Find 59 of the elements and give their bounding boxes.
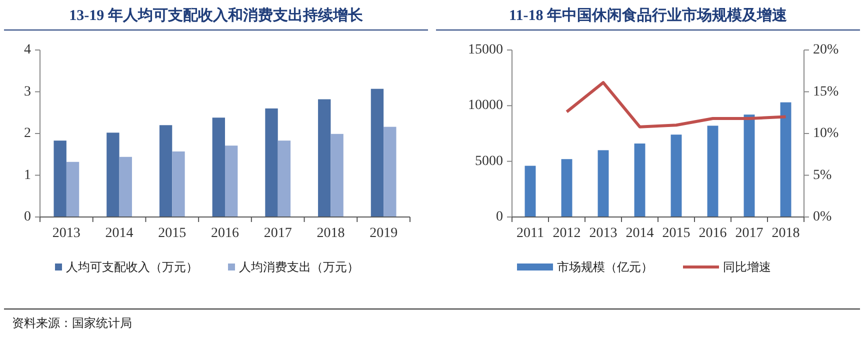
bar	[265, 108, 278, 217]
bar	[172, 151, 185, 217]
x-tick-label: 2012	[552, 226, 581, 241]
x-tick-label: 2013	[589, 226, 618, 241]
y-tick-label: 1	[24, 168, 31, 183]
bar	[330, 134, 344, 217]
x-tick-label: 2018	[772, 226, 800, 241]
x-tick-label: 2016	[211, 226, 239, 241]
y2-tick-label: 5%	[813, 168, 832, 183]
bar	[106, 132, 120, 217]
x-tick-label: 2017	[735, 226, 764, 241]
line-series	[565, 81, 788, 128]
y-tick-label: 15000	[468, 42, 503, 58]
x-tick-label: 2011	[516, 226, 544, 241]
text: 资料来源：国家统计局	[12, 316, 132, 330]
y-tick-label: 0	[24, 210, 31, 224]
x-tick-label: 2018	[316, 226, 345, 241]
bar	[54, 140, 66, 217]
bar	[119, 156, 132, 217]
bar	[384, 126, 396, 217]
x-tick-label: 2014	[626, 226, 654, 241]
y-tick-label: 5000	[475, 154, 503, 169]
bar	[598, 150, 609, 217]
x-tick-label: 2014	[105, 226, 134, 241]
x-tick-label: 2019	[370, 226, 398, 241]
y-tick-label: 3	[24, 84, 31, 100]
bar	[159, 125, 172, 217]
y2-tick-label: 20%	[813, 42, 839, 58]
bar	[66, 162, 80, 217]
x-tick-label: 2017	[264, 226, 292, 241]
x-tick-label: 2013	[52, 226, 80, 241]
y2-tick-label: 10%	[813, 126, 839, 141]
chart-title: 11-18 年中国休闲食品行业市场规模及增速	[509, 6, 788, 24]
legend-label: 人均消费支出（万元）	[239, 260, 359, 274]
bar	[561, 159, 572, 217]
bar	[225, 146, 238, 217]
y-tick-label: 2	[24, 126, 31, 141]
bar	[744, 114, 755, 217]
x-tick-label: 2016	[698, 226, 727, 241]
y-tick-label: 0	[496, 210, 503, 224]
bar	[212, 118, 225, 217]
bar	[634, 144, 646, 217]
bar	[707, 126, 718, 217]
y2-tick-label: 15%	[813, 84, 839, 100]
y2-tick-label: 0%	[813, 210, 832, 224]
bar	[670, 134, 682, 217]
y-tick-label: 10000	[468, 98, 503, 114]
bar	[370, 88, 384, 217]
bar	[780, 102, 792, 217]
bar	[524, 166, 536, 217]
x-tick-label: 2015	[662, 226, 690, 241]
legend-label: 市场规模（亿元）	[557, 260, 653, 274]
bar	[278, 140, 291, 217]
x-tick-label: 2015	[158, 226, 186, 241]
y-tick-label: 4	[24, 42, 31, 58]
chart-title: 13-19 年人均可支配收入和消费支出持续增长	[69, 7, 364, 24]
legend-label: 同比增速	[723, 260, 771, 274]
legend-label: 人均可支配收入（万元）	[66, 260, 198, 274]
bar	[318, 99, 331, 217]
